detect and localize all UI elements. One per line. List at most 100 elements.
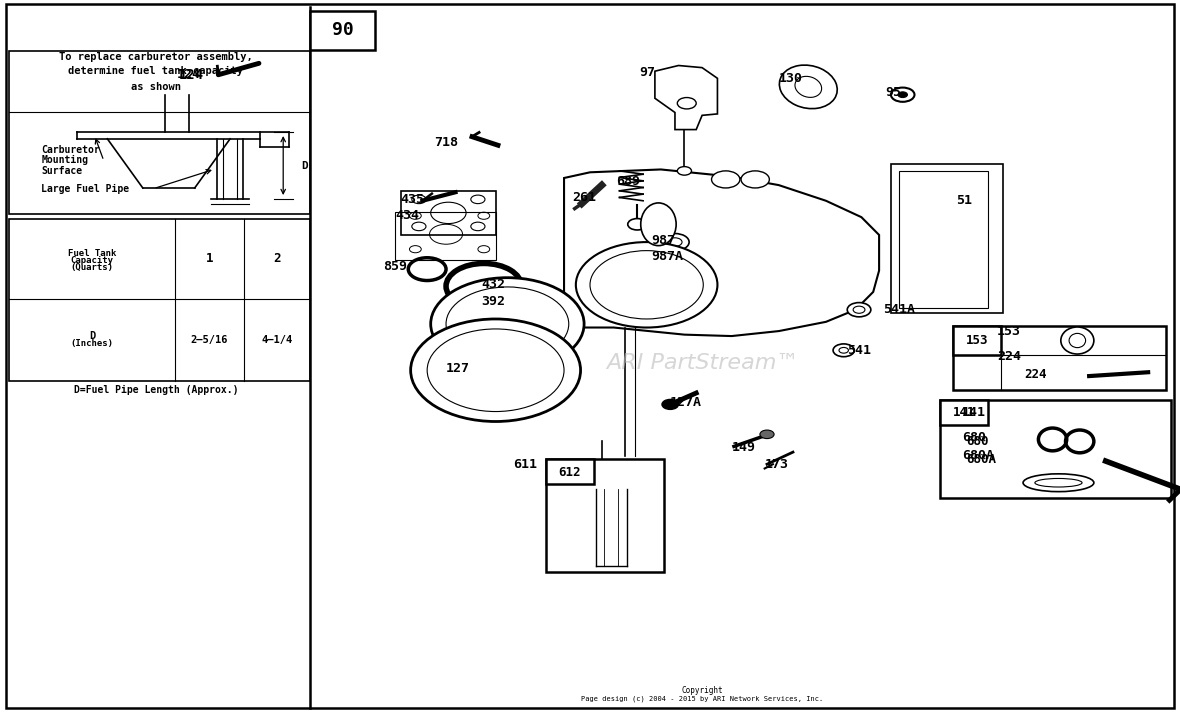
Circle shape — [853, 306, 865, 313]
Text: 4–1/4: 4–1/4 — [262, 335, 293, 345]
Circle shape — [712, 171, 740, 188]
Text: 2–5/16: 2–5/16 — [191, 335, 228, 345]
Text: Large Fuel Pipe: Large Fuel Pipe — [41, 184, 130, 194]
Text: 153: 153 — [997, 325, 1021, 337]
Text: 541: 541 — [847, 344, 871, 357]
Circle shape — [668, 238, 682, 246]
Text: 97: 97 — [638, 66, 655, 79]
Ellipse shape — [1061, 327, 1094, 354]
Text: 124: 124 — [177, 68, 201, 81]
Bar — [899, 171, 988, 308]
Text: 392: 392 — [481, 295, 505, 308]
Text: Carburetor: Carburetor — [41, 145, 100, 155]
Circle shape — [760, 430, 774, 439]
Circle shape — [898, 92, 907, 98]
Text: 224: 224 — [1024, 367, 1047, 381]
Bar — [401, 191, 496, 235]
Text: 435: 435 — [401, 193, 425, 206]
Text: 153: 153 — [965, 334, 989, 347]
Text: 127A: 127A — [670, 397, 702, 409]
Text: 718: 718 — [434, 136, 458, 149]
Ellipse shape — [795, 76, 821, 98]
Text: (Inches): (Inches) — [71, 339, 113, 348]
Text: ARI PartStream™: ARI PartStream™ — [605, 353, 799, 373]
Text: 987A: 987A — [651, 250, 683, 263]
Bar — [310, 11, 375, 50]
Bar — [9, 51, 310, 214]
Bar — [940, 400, 1171, 498]
Circle shape — [677, 98, 696, 109]
Ellipse shape — [1035, 478, 1082, 487]
Circle shape — [628, 219, 647, 230]
Text: (Quarts): (Quarts) — [71, 263, 113, 272]
Circle shape — [411, 319, 581, 422]
Text: as shown: as shown — [131, 82, 181, 92]
Circle shape — [741, 171, 769, 188]
Ellipse shape — [904, 178, 984, 299]
Text: 149: 149 — [732, 441, 755, 454]
Text: Capacity: Capacity — [71, 256, 113, 265]
Text: 261: 261 — [572, 192, 596, 204]
Circle shape — [427, 329, 564, 412]
Text: To replace carburetor assembly,: To replace carburetor assembly, — [59, 52, 253, 62]
Text: 680A: 680A — [966, 453, 996, 466]
Text: 612: 612 — [558, 466, 582, 478]
Text: 2: 2 — [274, 252, 281, 266]
Text: 90: 90 — [332, 21, 354, 39]
Circle shape — [661, 234, 689, 251]
Circle shape — [590, 251, 703, 319]
Text: 680A: 680A — [962, 449, 994, 462]
Text: Page design (c) 2004 - 2015 by ARI Network Services, Inc.: Page design (c) 2004 - 2015 by ARI Netwo… — [581, 696, 824, 703]
Text: 434: 434 — [395, 209, 419, 221]
Text: 1: 1 — [205, 252, 214, 266]
Text: Mounting: Mounting — [41, 155, 88, 165]
Circle shape — [833, 344, 854, 357]
Text: 611: 611 — [513, 458, 537, 471]
Text: 432: 432 — [481, 278, 505, 291]
Circle shape — [668, 256, 682, 264]
Bar — [546, 459, 664, 572]
Bar — [395, 212, 496, 260]
Text: 680: 680 — [962, 431, 985, 444]
Ellipse shape — [641, 203, 676, 246]
Circle shape — [446, 287, 569, 361]
Circle shape — [839, 347, 848, 353]
Text: 680: 680 — [966, 435, 989, 448]
Polygon shape — [655, 66, 717, 130]
Text: 987: 987 — [651, 234, 675, 247]
Text: 173: 173 — [765, 458, 788, 471]
Text: 141: 141 — [962, 407, 985, 419]
Circle shape — [661, 251, 689, 268]
Text: 541A: 541A — [883, 303, 914, 316]
Text: 130: 130 — [779, 72, 802, 85]
Text: 127: 127 — [446, 362, 470, 375]
Bar — [546, 459, 594, 484]
Text: Copyright: Copyright — [681, 686, 723, 695]
Text: determine fuel tank capacity: determine fuel tank capacity — [68, 66, 243, 76]
Bar — [953, 326, 1166, 390]
Text: D: D — [301, 160, 308, 171]
Circle shape — [662, 399, 678, 409]
Text: Fuel Tank: Fuel Tank — [68, 248, 116, 258]
Text: 124: 124 — [179, 68, 204, 82]
Text: 859: 859 — [384, 261, 407, 273]
Text: 95: 95 — [885, 86, 902, 99]
Circle shape — [891, 88, 914, 102]
Text: D=Fuel Pipe Length (Approx.): D=Fuel Pipe Length (Approx.) — [73, 385, 238, 395]
Text: Surface: Surface — [41, 166, 83, 176]
Text: D: D — [88, 331, 96, 342]
Circle shape — [431, 278, 584, 370]
Ellipse shape — [916, 189, 972, 288]
Text: 141: 141 — [952, 406, 976, 419]
Ellipse shape — [779, 65, 838, 109]
Ellipse shape — [1069, 333, 1086, 347]
Text: 689: 689 — [616, 175, 640, 188]
Circle shape — [677, 167, 691, 175]
Circle shape — [847, 303, 871, 317]
Text: 224: 224 — [997, 350, 1021, 362]
Text: 51: 51 — [956, 194, 972, 207]
Bar — [9, 219, 310, 381]
Ellipse shape — [1023, 474, 1094, 491]
Circle shape — [576, 242, 717, 328]
Bar — [940, 400, 988, 424]
